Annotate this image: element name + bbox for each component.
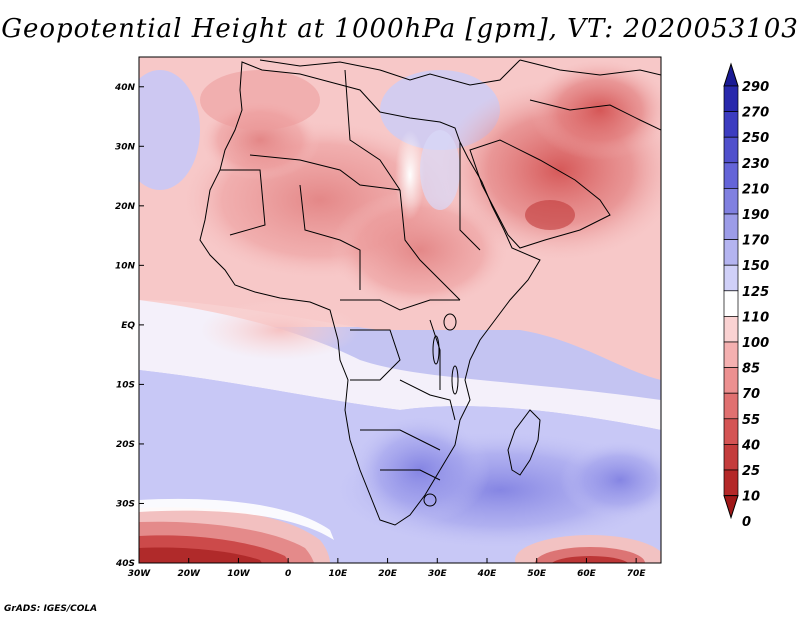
x-tick-label: 20W bbox=[177, 569, 201, 579]
colorbar-label: 210 bbox=[742, 182, 769, 197]
colorbar-label: 85 bbox=[742, 362, 760, 377]
colorbar-swatch bbox=[723, 316, 739, 343]
geopotential-height-field bbox=[139, 57, 661, 563]
colorbar-label: 150 bbox=[742, 259, 769, 274]
colorbar-swatch bbox=[723, 392, 739, 420]
colorbar-label: 25 bbox=[742, 464, 760, 479]
y-tick-label: 30N bbox=[115, 142, 136, 152]
y-tick-label: 40S bbox=[115, 559, 135, 569]
colorbar-swatch bbox=[723, 290, 739, 317]
colorbar-swatch bbox=[723, 418, 739, 445]
x-tick-label: 20E bbox=[378, 569, 398, 579]
colorbar-swatch bbox=[723, 213, 739, 240]
colorbar-swatch bbox=[723, 85, 739, 112]
colorbar-label: 250 bbox=[742, 131, 769, 146]
x-tick-label: 70E bbox=[627, 569, 647, 579]
x-tick-label: 60E bbox=[577, 569, 597, 579]
colorbar-swatch bbox=[723, 469, 739, 496]
colorbar-label: 125 bbox=[742, 285, 769, 300]
y-tick-label: 40N bbox=[114, 83, 136, 93]
colorbar-label: 290 bbox=[742, 80, 769, 95]
x-tick-label: 0 bbox=[285, 569, 291, 579]
colorbar-swatch bbox=[723, 341, 739, 368]
colorbar: 2902702502302101901701501251101008570554… bbox=[723, 62, 769, 530]
colorbar-label: 170 bbox=[742, 234, 769, 249]
coastlines-and-borders bbox=[199, 59, 661, 526]
y-tick-label: 20N bbox=[115, 202, 136, 212]
x-tick-label: 40E bbox=[477, 569, 498, 579]
colorbar-swatch bbox=[723, 444, 739, 471]
colorbar-swatch bbox=[723, 264, 739, 292]
x-tick-label: 10W bbox=[227, 569, 251, 579]
y-tick-label: 10N bbox=[115, 261, 136, 271]
x-tick-label: 30W bbox=[128, 569, 152, 579]
y-tick-label: 10S bbox=[116, 380, 135, 390]
x-tick-label: 10E bbox=[329, 569, 349, 579]
colorbar-label: 70 bbox=[742, 387, 760, 402]
colorbar-swatch bbox=[723, 188, 739, 215]
plot-frame bbox=[138, 56, 662, 564]
colorbar-swatch bbox=[723, 162, 739, 189]
colorbar-swatch bbox=[723, 239, 739, 266]
colorbar-label: 190 bbox=[742, 208, 769, 223]
x-tick-label: 50E bbox=[527, 569, 547, 579]
y-axis: 40N 30N 20N 10N EQ 10S 20S 30S 40S bbox=[114, 83, 144, 569]
credit-text: GrADS: IGES/COLA bbox=[4, 604, 98, 614]
colorbar-swatch bbox=[723, 111, 739, 138]
colorbar-label: 230 bbox=[742, 157, 769, 172]
colorbar-label: 40 bbox=[741, 438, 760, 453]
colorbar-label: 270 bbox=[742, 106, 769, 121]
colorbar-label: 0 bbox=[742, 515, 751, 530]
colorbar-top-arrow bbox=[723, 62, 739, 87]
y-tick-label: EQ bbox=[121, 321, 135, 331]
colorbar-swatch bbox=[723, 367, 739, 394]
colorbar-label: 100 bbox=[742, 336, 769, 351]
colorbar-label: 55 bbox=[742, 413, 760, 428]
colorbar-label: 110 bbox=[742, 310, 769, 325]
colorbar-swatch bbox=[723, 136, 739, 164]
y-tick-label: 30S bbox=[116, 499, 135, 509]
x-tick-label: 30E bbox=[428, 569, 448, 579]
chart-title: Geopotential Height at 1000hPa [gpm], VT… bbox=[1, 14, 799, 44]
colorbar-bottom-arrow bbox=[723, 495, 739, 520]
colorbar-label: 10 bbox=[742, 490, 760, 505]
y-tick-label: 20S bbox=[116, 440, 135, 450]
x-axis: 30W 20W 10W 0 10E 20E 30E 40E 50E 60E 70E bbox=[128, 558, 647, 579]
